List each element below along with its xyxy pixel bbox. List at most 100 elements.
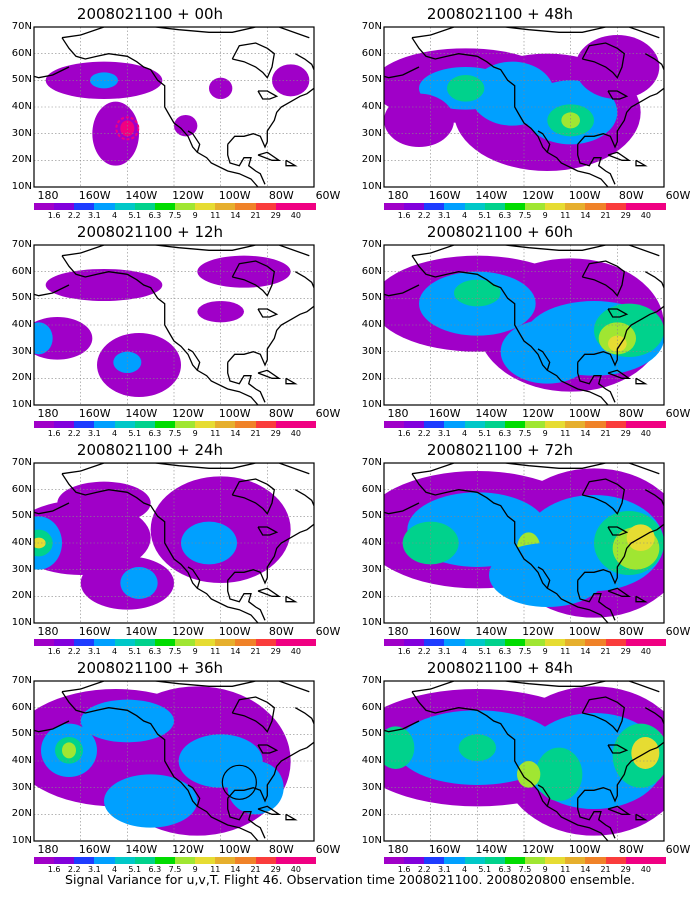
map-canvas — [383, 244, 665, 406]
coastline — [607, 526, 629, 536]
map-area — [383, 26, 665, 188]
colorbar-label: 7.5 — [168, 865, 182, 874]
colorbar-swatch — [424, 203, 445, 210]
colorbar-swatch — [235, 203, 256, 210]
latitude-tick-label: 70N — [11, 21, 32, 32]
longitude-tick-label: 100W — [568, 407, 601, 420]
colorbar-label: 21 — [600, 211, 611, 220]
coastline — [411, 473, 609, 623]
coastline — [257, 526, 279, 536]
latitude-tick-label: 50N — [361, 510, 382, 522]
longitude-tick-label: 140W — [125, 843, 158, 856]
longitude-tick-label: 60W — [315, 625, 341, 638]
coastline — [285, 159, 298, 167]
longitude-tick-label: 160W — [428, 189, 461, 202]
colorbar-label: 21 — [250, 865, 261, 874]
colorbar-swatch — [484, 639, 505, 646]
colorbar-swatch — [74, 203, 95, 210]
colorbar-label: 4 — [112, 429, 118, 438]
colorbar-label: 6.3 — [498, 865, 512, 874]
coastline — [577, 144, 616, 185]
variance-contour — [34, 322, 53, 355]
coastline — [257, 90, 279, 100]
colorbar-label: 3.1 — [88, 211, 101, 220]
colorbar-label: 14 — [580, 647, 591, 656]
colorbar-label: 14 — [580, 211, 591, 220]
coastline — [61, 681, 310, 693]
colorbar-label: 40 — [290, 865, 301, 874]
colorbar-label: 6.3 — [148, 647, 162, 656]
panel-title: 2008021100 + 24h — [76, 441, 224, 459]
coastline — [227, 580, 266, 621]
longitude-tick-label: 160W — [428, 625, 461, 638]
colorbar-label: 21 — [600, 865, 611, 874]
coastline — [257, 587, 282, 597]
colorbar-label: 11 — [560, 211, 571, 220]
longitude-tick-label: 80W — [618, 407, 644, 420]
latitude-tick-label: 50N — [11, 510, 32, 522]
coastline — [537, 784, 551, 807]
latitude-tick-label: 40N — [11, 319, 32, 330]
coastline — [34, 502, 70, 515]
coastline — [285, 377, 298, 385]
colorbar-swatch — [174, 639, 196, 646]
map-frame — [33, 462, 315, 624]
colorbar-swatch — [255, 421, 276, 428]
coastline — [227, 362, 266, 403]
colorbar-label: 5.1 — [478, 647, 492, 656]
colorbar-label: 1.6 — [47, 429, 61, 438]
map-panel: 2008021100 + 00h 70N 60N 50N 40N 30N 20N 10N 180… — [0, 5, 341, 220]
colorbar-label: 9 — [192, 429, 198, 438]
map-area — [383, 680, 665, 842]
variance-contour — [447, 75, 485, 102]
colorbar-label: 40 — [640, 211, 651, 220]
map-frame — [383, 680, 665, 842]
colorbar-label: 40 — [640, 647, 651, 656]
colorbar-label: 4 — [462, 865, 468, 874]
panel-title: 2008021100 + 12h — [76, 223, 224, 241]
longitude-tick-label: 80W — [268, 189, 294, 202]
map-frame — [33, 244, 315, 406]
colorbar-swatch — [195, 421, 216, 428]
latitude-tick-label: 20N — [361, 590, 382, 602]
coastline — [61, 463, 310, 475]
variance-contour — [209, 77, 233, 99]
colorbar-label: 29 — [620, 647, 631, 656]
longitude-tick-label: 120W — [522, 189, 554, 202]
colorbar-label: 11 — [560, 429, 571, 438]
colorbar-label: 4 — [462, 647, 468, 656]
coastline — [607, 805, 632, 815]
latitude-tick-label: 10N — [11, 835, 32, 846]
coastline — [411, 681, 660, 693]
colorbar — [384, 203, 666, 210]
longitude-tick-label: 180 — [387, 407, 409, 420]
latitude-tick-label: 70N — [11, 675, 32, 686]
colorbar-label: 11 — [560, 647, 571, 656]
longitude-tick-label: 180 — [387, 189, 409, 202]
map-canvas — [383, 26, 665, 188]
colorbar-swatch — [34, 421, 55, 428]
longitude-tick-label: 120W — [522, 407, 554, 420]
variance-contour — [489, 543, 606, 607]
map-canvas — [383, 680, 665, 842]
longitude-tick-label: 140W — [125, 189, 158, 202]
colorbar-swatch — [524, 421, 546, 428]
longitude-tick-label: 120W — [522, 625, 554, 638]
colorbar-swatch — [215, 421, 236, 428]
latitude-tick-label: 40N — [361, 319, 382, 330]
latitude-tick-label: 40N — [11, 755, 32, 766]
colorbar-swatch — [404, 639, 425, 646]
latitude-tick-label: 20N — [11, 154, 32, 166]
latitude-tick-label: 60N — [11, 483, 32, 495]
colorbar-label: 5.1 — [478, 211, 492, 220]
colorbar-label: 7.5 — [518, 429, 532, 438]
longitude-tick-label: 100W — [568, 625, 601, 638]
map-frame — [383, 462, 665, 624]
map-area — [383, 462, 665, 624]
latitude-tick-label: 10N — [11, 399, 32, 410]
coastline — [227, 144, 266, 185]
variance-contour — [535, 747, 583, 801]
latitude-tick-label: 40N — [361, 101, 382, 112]
colorbar-swatch — [645, 203, 666, 210]
colorbar-label: 3.1 — [438, 211, 451, 220]
